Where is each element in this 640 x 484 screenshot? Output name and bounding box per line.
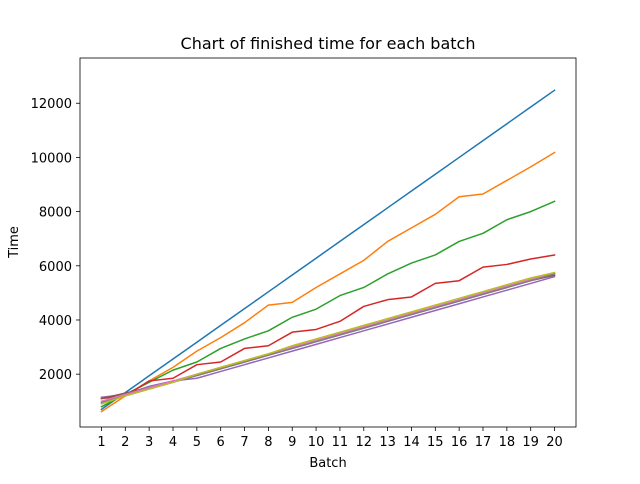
axes-layer: 1 2 3 4 5 6 7 8 9 10 11 12 13 14 15 16 17 18 19 20200040006…: [31, 57, 577, 450]
series-layer: [100, 89, 556, 413]
chart-title: Chart of finished time for each batch: [181, 34, 476, 53]
x-tick-label: 7: [240, 435, 248, 450]
series-line-2: [100, 151, 556, 413]
x-tick-label: 15: [427, 435, 444, 450]
x-tick-label: 2: [121, 435, 129, 450]
series-line-4: [100, 254, 556, 400]
y-tick-label: 6000: [39, 260, 72, 275]
y-tick-label: 12000: [31, 97, 72, 112]
series-line-1: [100, 89, 556, 411]
x-tick-label: 12: [355, 435, 372, 450]
x-tick-label: 9: [288, 435, 296, 450]
series-line-9: [100, 271, 556, 405]
y-tick-label: 2000: [39, 368, 72, 383]
series-line-3: [100, 200, 556, 408]
x-tick-label: 5: [193, 435, 201, 450]
y-tick-label: 8000: [39, 206, 72, 221]
y-tick-label: 4000: [39, 314, 72, 329]
x-tick-label: 6: [217, 435, 225, 450]
plot-frame: [79, 57, 577, 428]
x-tick-label: 18: [499, 435, 516, 450]
x-axis-label: Batch: [309, 456, 346, 471]
x-tick-label: 8: [264, 435, 272, 450]
x-tick-label: 4: [169, 435, 177, 450]
x-tick-label: 20: [546, 435, 563, 450]
x-tick-label: 11: [332, 435, 349, 450]
x-tick-label: 13: [379, 435, 396, 450]
x-tick-label: 16: [451, 435, 468, 450]
x-tick-label: 3: [145, 435, 153, 450]
x-tick-label: 1: [97, 435, 105, 450]
y-tick-label: 10000: [31, 151, 72, 166]
x-tick-label: 10: [308, 435, 325, 450]
y-axis-label: Time: [7, 226, 22, 259]
x-tick-label: 14: [403, 435, 420, 450]
x-tick-label: 19: [522, 435, 539, 450]
series-line-7: [100, 273, 556, 403]
x-tick-label: 17: [475, 435, 492, 450]
